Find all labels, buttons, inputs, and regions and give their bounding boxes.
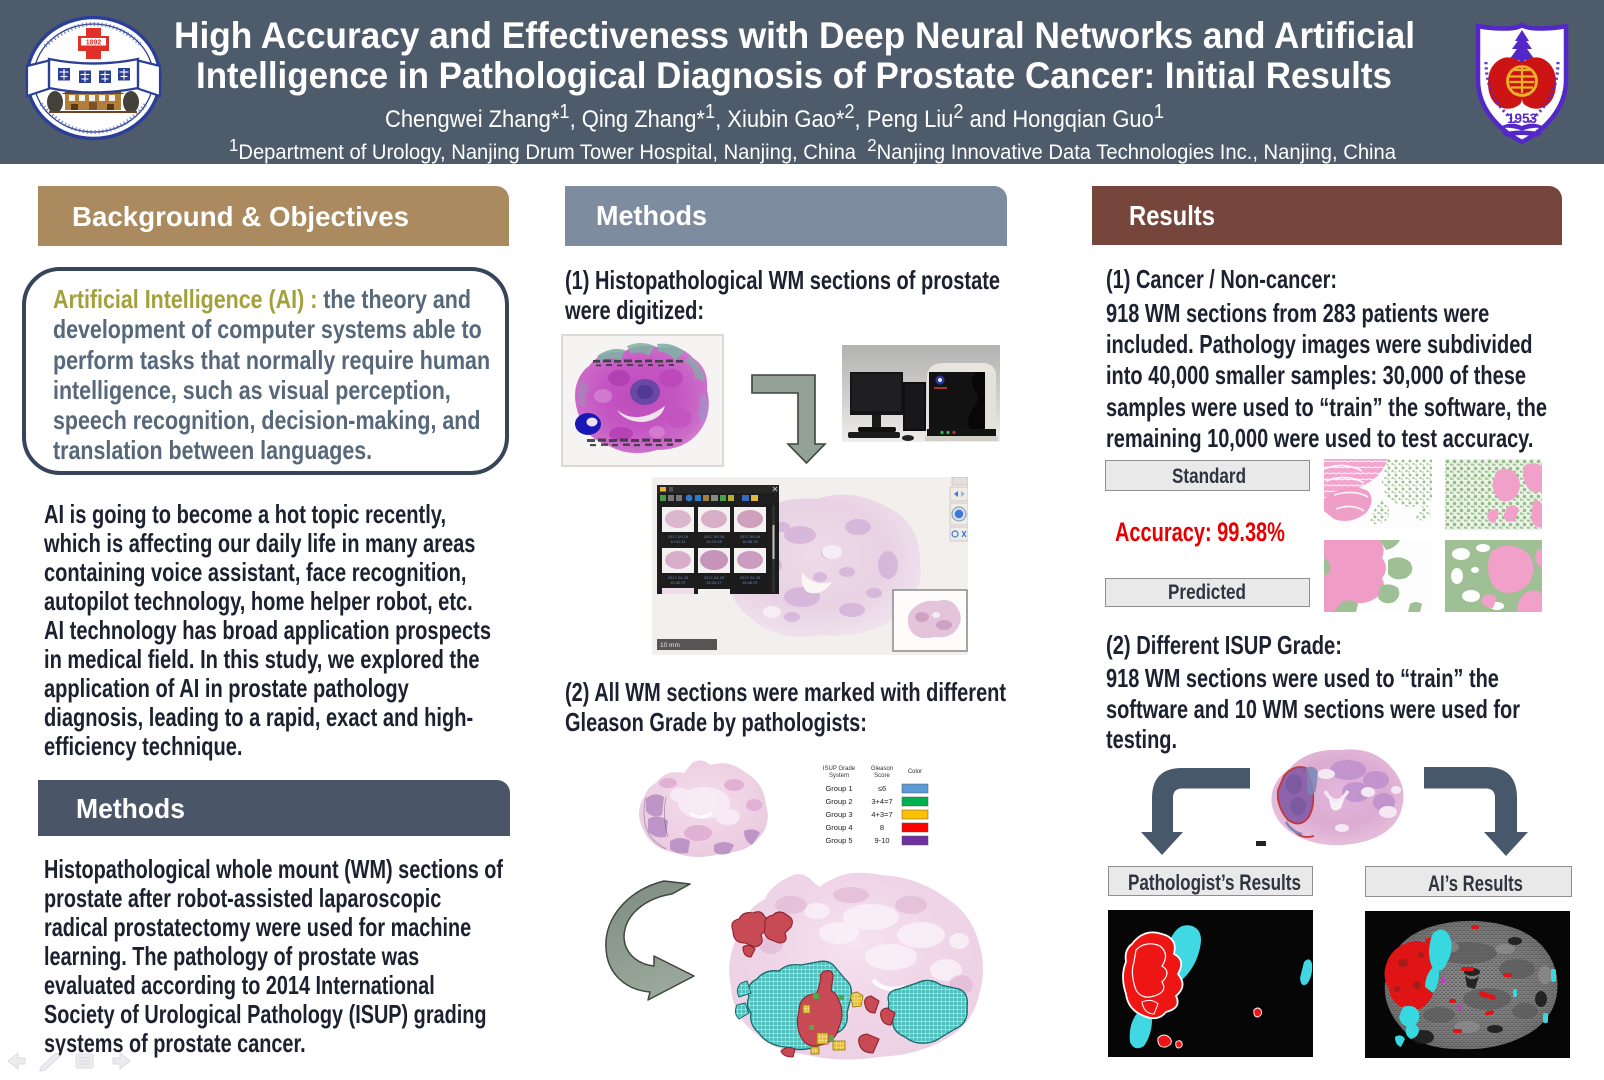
svg-text:ISUP Grade: ISUP Grade [823, 766, 856, 772]
svg-text:2017-09-18: 2017-09-18 [740, 534, 761, 539]
svg-text:≤6: ≤6 [878, 784, 886, 793]
svg-text:15:26:17: 15:26:17 [706, 580, 722, 585]
svg-text:2017-04-28: 2017-04-28 [740, 575, 761, 580]
svg-text:16:58:39: 16:58:39 [742, 539, 758, 544]
svg-text:9-10: 9-10 [874, 836, 889, 845]
svg-text:Group 3: Group 3 [825, 810, 852, 819]
svg-text:Group 5: Group 5 [825, 836, 852, 845]
svg-text:2017-04-28: 2017-04-28 [704, 575, 725, 580]
svg-text:10 mm: 10 mm [660, 642, 680, 649]
svg-text:1892: 1892 [86, 40, 102, 47]
svg-text:2017-04-28: 2017-04-28 [668, 575, 689, 580]
svg-text:15:30:37: 15:30:37 [670, 580, 686, 585]
svg-text:2017-09-18: 2017-09-18 [704, 534, 725, 539]
svg-text:Group 1: Group 1 [825, 784, 852, 793]
svg-text:4+3=7: 4+3=7 [871, 810, 892, 819]
svg-text:Score: Score [874, 773, 890, 779]
svg-text:Group 4: Group 4 [825, 823, 852, 832]
svg-text:System: System [829, 773, 849, 779]
svg-text:Color: Color [908, 769, 922, 775]
svg-text:3+4=7: 3+4=7 [871, 797, 892, 806]
svg-text:Gleason: Gleason [871, 766, 893, 772]
svg-text:16:15:18: 16:15:18 [706, 539, 722, 544]
svg-text:8: 8 [880, 823, 884, 832]
svg-text:Group 2: Group 2 [825, 797, 852, 806]
svg-text:15:46:37: 15:46:37 [742, 580, 758, 585]
svg-text:2017-09-18: 2017-09-18 [668, 534, 689, 539]
svg-text:10:41:41: 10:41:41 [670, 539, 686, 544]
